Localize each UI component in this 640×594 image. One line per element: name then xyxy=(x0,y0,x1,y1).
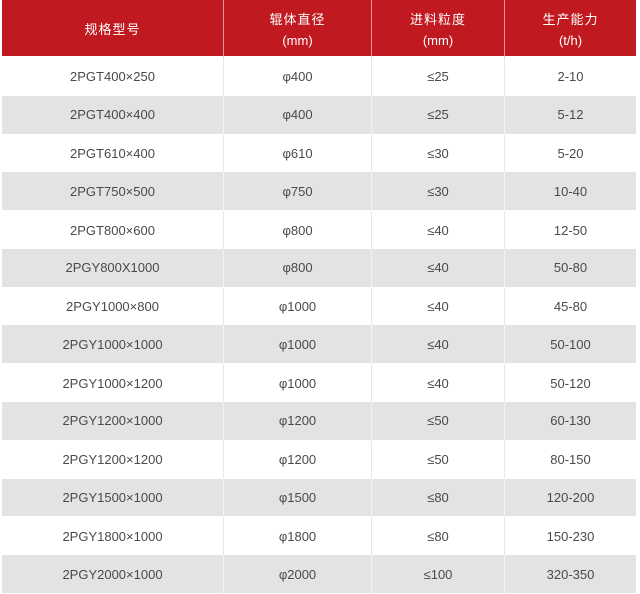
value-cell: ≤40 xyxy=(372,248,505,288)
value-cell: φ2000 xyxy=(224,555,372,594)
value-cell: ≤30 xyxy=(372,172,505,212)
value-cell: ≤50 xyxy=(372,402,505,441)
value-cell: 80-150 xyxy=(505,440,636,479)
column-header: 规格型号 xyxy=(2,0,224,58)
model-cell: 2PGT800×600 xyxy=(2,211,224,249)
column-header-label: 规格型号 xyxy=(84,21,141,37)
model-cell: 2PGY1000×1200 xyxy=(2,364,224,403)
value-cell: φ1200 xyxy=(224,440,372,479)
value-cell: φ1000 xyxy=(224,364,372,403)
value-cell: ≤25 xyxy=(372,95,505,135)
model-cell: 2PGY2000×1000 xyxy=(2,555,224,594)
model-cell: 2PGY1000×800 xyxy=(2,287,224,326)
table-row: 2PGY1000×800 φ1000 ≤40 45-80 xyxy=(2,287,636,326)
column-header: 进料粒度 (mm) xyxy=(372,0,505,58)
value-cell: φ610 xyxy=(224,134,372,173)
value-cell: 60-130 xyxy=(505,402,636,441)
column-header-unit: (mm) xyxy=(282,32,313,48)
table-row: 2PGY2000×1000 φ2000 ≤100 320-350 xyxy=(2,555,636,594)
column-header-unit: (t/h) xyxy=(558,32,583,48)
table-row: 2PGY1000×1000 φ1000 ≤40 50-100 xyxy=(2,325,636,365)
value-cell: 5-20 xyxy=(505,134,636,173)
table-row: 2PGY1800×1000 φ1800 ≤80 150-230 xyxy=(2,517,636,556)
value-cell: φ1000 xyxy=(224,325,372,365)
value-cell: ≤40 xyxy=(372,364,505,403)
column-header-unit: (mm) xyxy=(422,32,454,48)
value-cell: 50-120 xyxy=(505,364,636,403)
model-cell: 2PGY1200×1000 xyxy=(2,402,224,441)
value-cell: 5-12 xyxy=(505,95,636,135)
table-row: 2PGT400×400 φ400 ≤25 5-12 xyxy=(2,95,636,135)
value-cell: 120-200 xyxy=(505,478,636,518)
table-row: 2PGT750×500 φ750 ≤30 10-40 xyxy=(2,172,636,212)
value-cell: φ1000 xyxy=(224,287,372,326)
table-header: 规格型号 辊体直径 (mm) 进料粒度 (mm) 生产能力 (t/h) xyxy=(2,0,636,58)
table-body: 2PGT400×250 φ400 ≤25 2-10 2PGT400×400 φ400 ≤25… xyxy=(2,58,636,594)
model-cell: 2PGY1800×1000 xyxy=(2,517,224,556)
value-cell: 320-350 xyxy=(505,555,636,594)
value-cell: 10-40 xyxy=(505,172,636,212)
value-cell: ≤80 xyxy=(372,517,505,556)
value-cell: ≤25 xyxy=(372,58,505,96)
value-cell: φ1200 xyxy=(224,402,372,441)
model-cell: 2PGY800X1000 xyxy=(2,248,224,288)
value-cell: 50-100 xyxy=(505,325,636,365)
column-header: 辊体直径 (mm) xyxy=(224,0,372,58)
value-cell: 150-230 xyxy=(505,517,636,556)
value-cell: φ400 xyxy=(224,95,372,135)
value-cell: φ1800 xyxy=(224,517,372,556)
value-cell: φ800 xyxy=(224,248,372,288)
value-cell: φ750 xyxy=(224,172,372,212)
value-cell: 12-50 xyxy=(505,211,636,249)
table-row: 2PGT800×600 φ800 ≤40 12-50 xyxy=(2,211,636,249)
value-cell: ≤40 xyxy=(372,211,505,249)
value-cell: φ400 xyxy=(224,58,372,96)
table-row: 2PGT400×250 φ400 ≤25 2-10 xyxy=(2,58,636,96)
value-cell: 45-80 xyxy=(505,287,636,326)
column-header: 生产能力 (t/h) xyxy=(505,0,636,58)
value-cell: ≤100 xyxy=(372,555,505,594)
table-row: 2PGY1200×1000 φ1200 ≤50 60-130 xyxy=(2,402,636,441)
value-cell: ≤40 xyxy=(372,325,505,365)
model-cell: 2PGT610×400 xyxy=(2,134,224,173)
model-cell: 2PGY1000×1000 xyxy=(2,325,224,365)
value-cell: φ800 xyxy=(224,211,372,249)
table-row: 2PGY1500×1000 φ1500 ≤80 120-200 xyxy=(2,478,636,518)
column-header-label: 生产能力 xyxy=(542,11,599,27)
model-cell: 2PGT400×400 xyxy=(2,95,224,135)
table-row: 2PGY800X1000 φ800 ≤40 50-80 xyxy=(2,248,636,288)
table-row: 2PGT610×400 φ610 ≤30 5-20 xyxy=(2,134,636,173)
value-cell: ≤80 xyxy=(372,478,505,518)
column-header-label: 辊体直径 xyxy=(269,11,326,27)
value-cell: ≤40 xyxy=(372,287,505,326)
model-cell: 2PGT400×250 xyxy=(2,58,224,96)
model-cell: 2PGT750×500 xyxy=(2,172,224,212)
header-row: 规格型号 辊体直径 (mm) 进料粒度 (mm) 生产能力 (t/h) xyxy=(2,0,636,58)
value-cell: φ1500 xyxy=(224,478,372,518)
table-row: 2PGY1200×1200 φ1200 ≤50 80-150 xyxy=(2,440,636,479)
value-cell: ≤50 xyxy=(372,440,505,479)
column-header-label: 进料粒度 xyxy=(409,11,466,27)
value-cell: ≤30 xyxy=(372,134,505,173)
model-cell: 2PGY1200×1200 xyxy=(2,440,224,479)
model-cell: 2PGY1500×1000 xyxy=(2,478,224,518)
value-cell: 50-80 xyxy=(505,248,636,288)
value-cell: 2-10 xyxy=(505,58,636,96)
table-row: 2PGY1000×1200 φ1000 ≤40 50-120 xyxy=(2,364,636,403)
